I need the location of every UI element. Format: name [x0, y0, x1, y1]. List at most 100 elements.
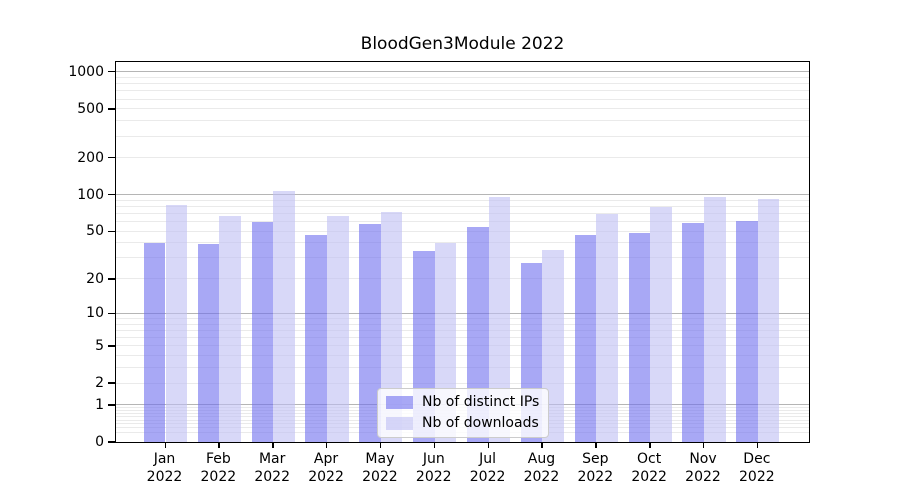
bar-downloads-apr — [327, 215, 349, 442]
y-tick-200 — [108, 157, 115, 159]
y-tick-label-500: 500 — [77, 100, 104, 117]
bar-distinct-ips-apr — [305, 234, 328, 442]
x-tick-label-feb: Feb 2022 — [200, 451, 237, 485]
x-tick-label-mar: Mar 2022 — [254, 451, 290, 485]
bar-downloads-may — [380, 212, 403, 442]
bar-downloads-jan — [165, 205, 188, 442]
gridline-800 — [116, 83, 809, 85]
gridline-300 — [116, 135, 809, 137]
gridline-700 — [116, 90, 809, 92]
legend-label-distinct-ips: Nb of distinct IPs — [422, 394, 540, 410]
legend-swatch-distinct-ips — [386, 396, 413, 409]
y-tick-label-1000: 1000 — [68, 63, 104, 80]
bar-distinct-ips-may — [359, 224, 381, 442]
y-tick-2 — [108, 382, 115, 384]
x-tick-nov — [703, 443, 705, 448]
gridline-50 — [116, 230, 809, 232]
y-tick-label-5: 5 — [95, 337, 104, 354]
x-tick-label-dec: Dec 2022 — [739, 451, 775, 485]
gridline-900 — [116, 76, 809, 78]
bar-downloads-nov — [704, 196, 726, 442]
x-tick-label-aug: Aug 2022 — [523, 451, 560, 485]
x-tick-jan — [164, 443, 166, 448]
x-tick-apr — [326, 443, 328, 448]
y-tick-50 — [108, 230, 115, 232]
y-tick-10 — [108, 312, 115, 315]
bar-downloads-oct — [650, 206, 672, 442]
gridline-1000 — [116, 71, 809, 73]
x-tick-feb — [218, 443, 220, 448]
gridline-500 — [116, 108, 809, 110]
x-tick-may — [379, 443, 382, 448]
bar-distinct-ips-nov — [682, 222, 704, 442]
chart-title: BloodGen3Module 2022 — [360, 34, 565, 54]
bar-downloads-dec — [757, 198, 780, 442]
gridline-40 — [116, 242, 809, 244]
x-tick-label-apr: Apr 2022 — [308, 451, 344, 485]
gridline-8 — [116, 323, 809, 325]
y-tick-5 — [108, 345, 115, 347]
gridline-400 — [116, 120, 809, 122]
x-tick-sep — [595, 443, 597, 448]
x-tick-oct — [649, 443, 651, 448]
gridline-7 — [116, 330, 809, 332]
legend-swatch-downloads — [386, 417, 413, 430]
y-tick-label-50: 50 — [86, 223, 104, 240]
y-tick-label-1: 1 — [95, 396, 104, 413]
bar-downloads-feb — [219, 215, 241, 442]
y-tick-label-200: 200 — [77, 149, 104, 166]
bar-downloads-mar — [273, 190, 295, 442]
bar-distinct-ips-dec — [736, 220, 758, 442]
y-tick-label-10: 10 — [86, 305, 104, 322]
gridline-6 — [116, 337, 809, 339]
gridline-2 — [116, 382, 809, 384]
bar-distinct-ips-feb — [197, 244, 220, 442]
bar-distinct-ips-oct — [628, 233, 651, 442]
x-tick-jul — [487, 443, 489, 448]
x-tick-dec — [756, 443, 759, 448]
bar-downloads-jul — [488, 197, 511, 442]
x-tick-jun — [433, 443, 436, 448]
y-tick-1 — [108, 404, 115, 406]
gridline-30 — [116, 257, 809, 259]
y-tick-20 — [108, 278, 115, 280]
gridline-90 — [116, 199, 809, 201]
legend-label-downloads: Nb of downloads — [422, 415, 539, 431]
y-tick-label-20: 20 — [86, 270, 104, 287]
gridline-100 — [116, 194, 809, 196]
y-tick-label-100: 100 — [77, 186, 104, 203]
gridline-9 — [116, 318, 809, 320]
bar-distinct-ips-sep — [574, 234, 597, 442]
gridline-3 — [116, 367, 809, 369]
y-tick-label-2: 2 — [95, 375, 104, 392]
legend-item-distinct-ips: Nb of distinct IPs — [386, 394, 539, 411]
x-tick-label-jul: Jul 2022 — [469, 451, 506, 485]
y-tick-0 — [108, 441, 115, 443]
gridline-10 — [116, 312, 809, 314]
x-tick-label-may: May 2022 — [362, 451, 398, 485]
y-tick-100 — [108, 193, 115, 196]
gridline-20 — [116, 278, 809, 280]
bar-downloads-sep — [596, 213, 618, 442]
bar-distinct-ips-mar — [251, 221, 274, 442]
x-tick-label-sep: Sep 2022 — [577, 451, 614, 485]
x-tick-label-oct: Oct 2022 — [631, 451, 667, 485]
x-tick-label-nov: Nov 2022 — [685, 451, 721, 485]
plot-area — [115, 61, 810, 443]
y-tick-500 — [108, 108, 115, 110]
gridline-5 — [116, 345, 809, 347]
legend: Nb of distinct IPs Nb of downloads — [377, 388, 550, 438]
gridline-600 — [116, 98, 809, 100]
legend-item-downloads: Nb of downloads — [386, 415, 539, 432]
x-tick-aug — [541, 443, 543, 448]
x-tick-mar — [272, 443, 274, 448]
gridline-70 — [116, 213, 809, 215]
x-tick-label-jun: Jun 2022 — [415, 451, 452, 485]
y-tick-label-0: 0 — [95, 434, 104, 450]
gridline-200 — [116, 157, 809, 159]
x-tick-label-jan: Jan 2022 — [146, 451, 183, 485]
gridline-4 — [116, 355, 809, 357]
bar-distinct-ips-jan — [143, 242, 166, 442]
gridline-60 — [116, 221, 809, 223]
